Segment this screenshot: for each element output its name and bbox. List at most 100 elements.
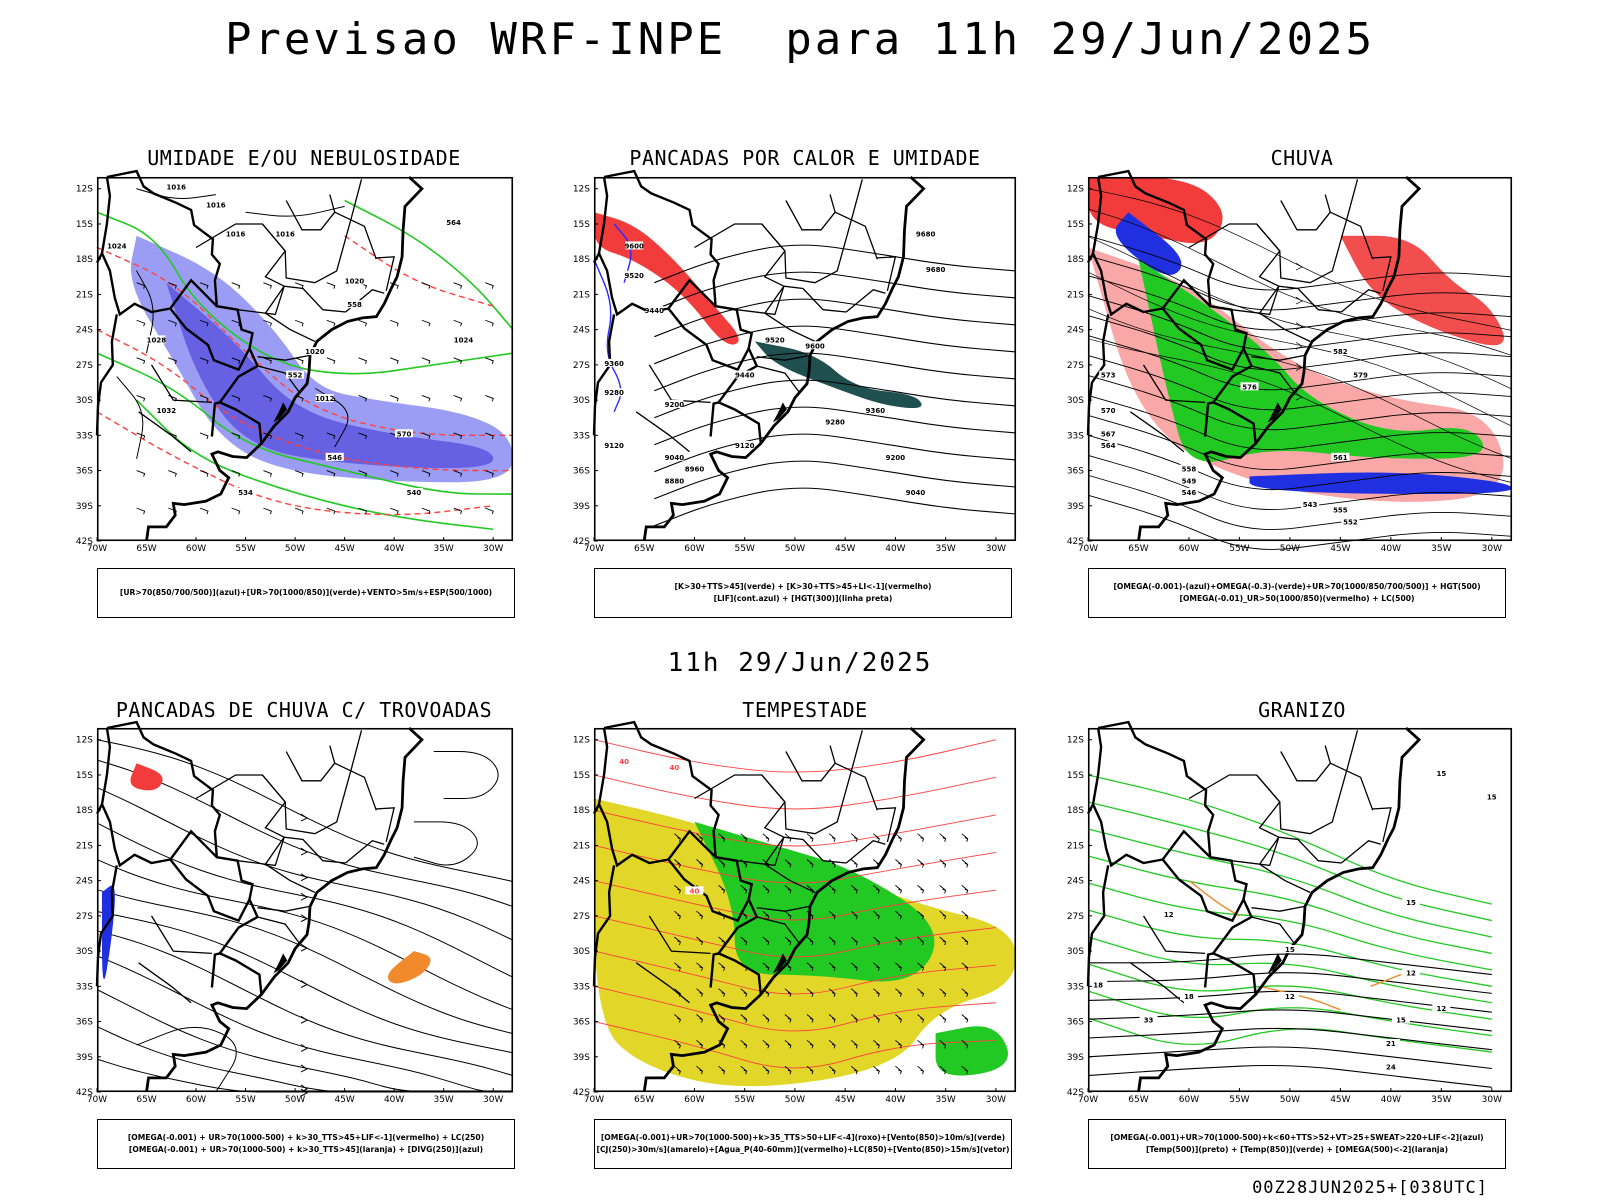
wind-vector: [939, 910, 947, 920]
wind-vector: [806, 988, 814, 997]
lon-tick-label: 40W: [384, 544, 404, 554]
state-border: [257, 905, 310, 912]
contour-label-bg: [1351, 370, 1370, 379]
state-border: [375, 807, 395, 843]
contour-label: 1016: [226, 231, 246, 239]
contour-label-bg: [615, 757, 634, 766]
lat-tick-label: 12S: [76, 736, 93, 746]
lat-tick-label: 18S: [76, 806, 93, 816]
contour-label-bg: [1280, 945, 1299, 954]
panel-title-chuva: CHUVA: [1270, 146, 1334, 170]
legend-tempestade: [OMEGA(-0.001)+UR>70(1000-500)+k>35_TTS>…: [594, 1119, 1012, 1169]
lon-tick-label: 45W: [835, 544, 855, 554]
lat-tick-label: 21S: [76, 290, 93, 300]
contour-label: 40: [619, 758, 629, 766]
legend-umidade: [UR>70(850/700/500)](azul)+[UR>70(1000/8…: [97, 568, 515, 618]
wind-vector: [961, 884, 969, 894]
country-border: [1097, 720, 1257, 995]
lat-tick-label: 36S: [1067, 1018, 1084, 1028]
contour-label-bg: [1280, 992, 1299, 1001]
wind-vector: [358, 357, 368, 364]
state-border: [845, 839, 886, 864]
wind-vector: [806, 936, 814, 946]
lat-tick-label: 15S: [573, 220, 590, 230]
lat-tick-label: 39S: [76, 1053, 93, 1063]
hgt300-contour: [654, 298, 1017, 338]
streamline: [96, 822, 514, 978]
legend-line: [CJ(250)>30m/s](amarelo)+[Agua_P(40-60mm…: [596, 1145, 1010, 1154]
contour-label-bg: [886, 452, 905, 461]
lat-tick-label: 30S: [1067, 947, 1084, 957]
lc850-contour: [593, 1021, 996, 1069]
wind-vector: [718, 1065, 726, 1075]
wind-vector: [784, 910, 792, 920]
wind-vector: [850, 962, 858, 971]
lagoon: [1267, 402, 1282, 423]
lon-tick-label: 65W: [136, 1095, 156, 1105]
lat-tick-label: 30S: [76, 947, 93, 957]
state-border: [763, 285, 847, 342]
map-tempestade: 40 40 40 12S 15S 18S 21S 24S 27S 30S 33S 36S 39S 42S7…: [573, 720, 1017, 1105]
wind-vector: [740, 1039, 748, 1049]
lat-tick-label: 12S: [573, 185, 590, 195]
country-border: [1097, 169, 1257, 444]
lon-tick-label: 70W: [584, 544, 604, 554]
lon-tick-label: 55W: [735, 544, 755, 554]
wind-vector: [453, 470, 463, 477]
wind-vector: [199, 432, 209, 440]
state-border: [1251, 365, 1295, 393]
contour-label: 534: [238, 489, 253, 497]
temp850-contour: [1087, 1017, 1492, 1053]
wind-vector: [784, 884, 792, 894]
streamline: [96, 739, 514, 883]
streamline-arrow: [300, 847, 308, 856]
state-border: [1258, 285, 1342, 342]
country-border: [603, 720, 762, 995]
wind-vector: [199, 282, 209, 289]
state-border: [635, 411, 690, 453]
wind-vector: [358, 394, 368, 402]
contour-label-bg: [625, 270, 644, 279]
wind-vector: [263, 394, 272, 402]
contour-label-bg: [107, 241, 126, 250]
contour-label: 9120: [735, 442, 755, 450]
wind-vector: [961, 936, 969, 946]
contour-label-bg: [1432, 768, 1451, 777]
wind-vector: [326, 357, 336, 364]
lon-tick-label: 60W: [186, 544, 206, 554]
contour-label: 552: [288, 372, 303, 380]
lon-tick-label: 55W: [735, 1095, 755, 1105]
wind-vector: [168, 282, 177, 289]
lon-tick-label: 70W: [1078, 1095, 1098, 1105]
state-border: [195, 223, 287, 316]
state-border: [1130, 411, 1185, 453]
wind-vector: [850, 884, 858, 894]
wind-vector: [231, 282, 241, 289]
wind-vector: [895, 1014, 902, 1023]
lagoon: [273, 953, 288, 974]
wind-vector: [850, 936, 858, 946]
lat-tick-label: 39S: [573, 1053, 590, 1063]
wind-vector: [674, 859, 681, 868]
humidity-1000-850-contour: [343, 199, 514, 331]
legend-line: [OMEGA(-0.01)_UR>50(1000/850)(vermelho) …: [1179, 594, 1415, 603]
lat-tick-label: 15S: [1067, 771, 1084, 781]
lat-tick-label: 30S: [573, 947, 590, 957]
lat-tick-label: 42S: [76, 537, 93, 547]
wind-vector: [917, 859, 925, 868]
thickness-contour: [343, 235, 494, 307]
wind-vector: [294, 470, 304, 477]
wind-vector: [895, 859, 902, 868]
rain-red-area: [1340, 235, 1504, 346]
wind-vector: [696, 1014, 704, 1023]
wind-vector: [828, 1014, 836, 1023]
wind-vector: [939, 962, 947, 971]
lat-tick-label: 33S: [573, 982, 590, 992]
wind-vector: [168, 319, 177, 327]
state-border: [1258, 836, 1342, 893]
lat-tick-label: 21S: [1067, 841, 1084, 851]
state-border: [150, 364, 212, 404]
wind-vector: [674, 962, 681, 971]
map-umidade: 1016 1016 1016 1016 1020 1024 1028 1032 1020 1024…: [76, 169, 514, 554]
state-border: [845, 288, 886, 313]
